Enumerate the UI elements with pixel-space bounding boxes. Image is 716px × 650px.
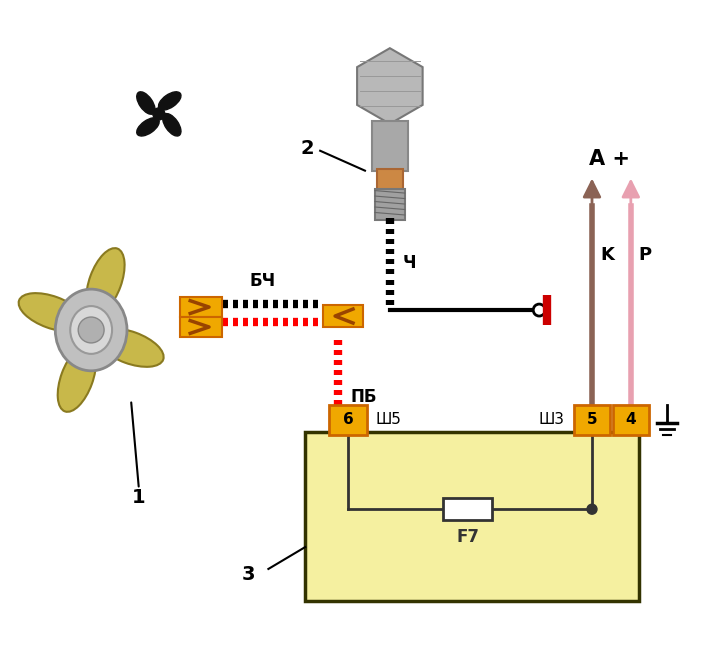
Circle shape [533,304,545,316]
Text: Ш5: Ш5 [376,412,402,427]
Ellipse shape [163,114,181,136]
Ellipse shape [137,118,159,136]
Ellipse shape [70,306,112,354]
Text: 3: 3 [242,566,255,584]
FancyBboxPatch shape [180,317,221,337]
Text: ПБ: ПБ [350,387,377,406]
Ellipse shape [158,92,181,110]
Text: 1: 1 [132,488,146,507]
FancyBboxPatch shape [305,432,639,601]
FancyBboxPatch shape [329,405,367,435]
Text: K: K [600,246,614,265]
Text: 2: 2 [301,139,314,158]
Text: Ш3: Ш3 [538,412,564,427]
FancyBboxPatch shape [613,405,649,435]
Ellipse shape [137,92,155,114]
FancyBboxPatch shape [323,305,363,327]
Circle shape [153,108,165,120]
Polygon shape [357,48,422,124]
FancyBboxPatch shape [372,121,408,171]
Text: 5: 5 [586,412,597,427]
FancyBboxPatch shape [180,297,221,317]
Text: A +: A + [589,149,630,169]
Ellipse shape [55,289,127,370]
FancyBboxPatch shape [377,168,403,190]
Text: 6: 6 [343,412,354,427]
Text: P: P [639,246,652,265]
Ellipse shape [58,345,96,412]
Circle shape [78,317,104,343]
FancyBboxPatch shape [442,499,493,520]
Ellipse shape [87,248,125,315]
Ellipse shape [97,328,164,367]
FancyBboxPatch shape [574,405,610,435]
Text: 4: 4 [626,412,636,427]
FancyBboxPatch shape [375,188,405,220]
Text: БЧ: БЧ [249,272,276,290]
Circle shape [587,504,597,514]
Ellipse shape [19,293,85,332]
Text: Ч: Ч [403,254,416,272]
Text: F7: F7 [456,528,479,546]
